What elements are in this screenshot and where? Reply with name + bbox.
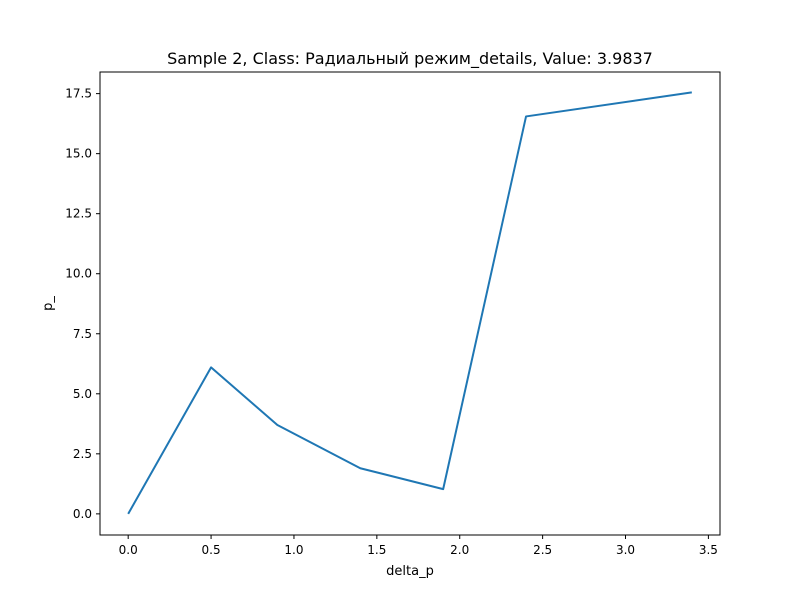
- y-axis-label: p_: [41, 296, 56, 311]
- y-tick-label: 10.0: [65, 267, 92, 281]
- x-tick-label: 0.0: [119, 543, 138, 557]
- series-line: [127, 91, 692, 515]
- y-tick-label: 2.5: [73, 447, 92, 461]
- series-layer: [127, 91, 692, 515]
- y-tick-label: 15.0: [65, 147, 92, 161]
- x-tick-label: 1.0: [284, 543, 303, 557]
- x-tick-label: 0.5: [202, 543, 221, 557]
- y-tick-label: 17.5: [65, 87, 92, 101]
- x-tick-label: 1.5: [367, 543, 386, 557]
- y-axis-ticks: 0.0 2.5 5.0 7.5 10.0 12.5 15.0 17.5: [65, 87, 100, 521]
- y-tick-label: 12.5: [65, 207, 92, 221]
- plot-area-frame: [99, 71, 721, 536]
- x-tick-label: 3.5: [699, 543, 718, 557]
- x-axis-label: delta_p: [386, 564, 434, 579]
- y-tick-label: 7.5: [73, 327, 92, 341]
- chart-title: Sample 2, Class: Радиальный режим_detail…: [167, 49, 653, 69]
- y-tick-label: 0.0: [73, 507, 92, 521]
- x-tick-label: 2.0: [450, 543, 469, 557]
- x-tick-label: 3.0: [616, 543, 635, 557]
- x-tick-label: 2.5: [533, 543, 552, 557]
- y-tick-label: 5.0: [73, 387, 92, 401]
- x-axis-ticks: 0.0 0.5 1.0 1.5 2.0 2.5 3.0 3.5: [119, 535, 718, 557]
